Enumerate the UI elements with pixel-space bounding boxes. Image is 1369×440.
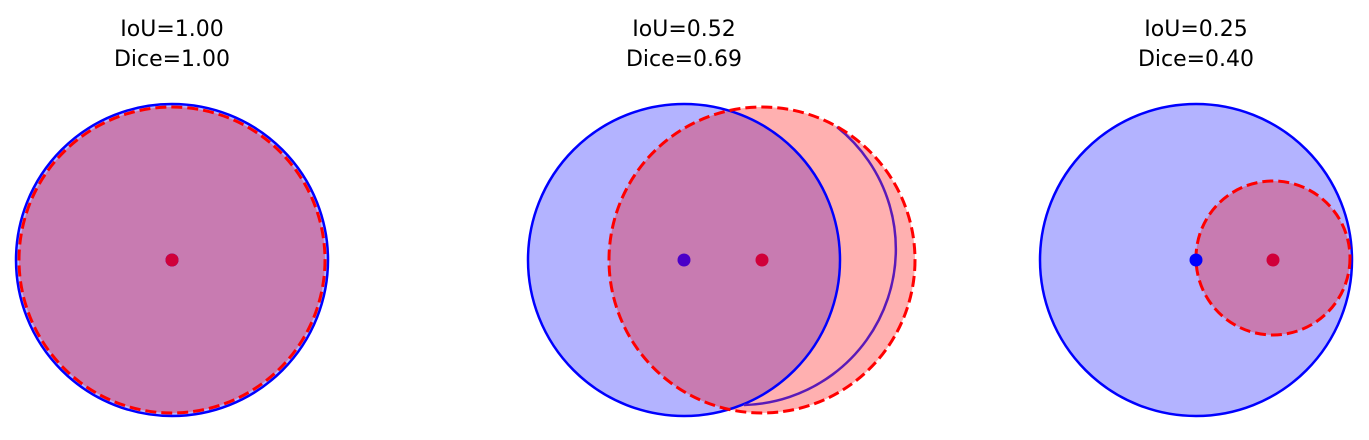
panel-3-iou-label: IoU=0.25	[1144, 17, 1247, 42]
panel-1-prediction-center-dot	[165, 253, 179, 267]
panel-1-dice-label: Dice=1.00	[114, 47, 230, 72]
panel-2-prediction-center-dot	[755, 253, 769, 267]
panel-2-prediction-outline	[607, 105, 917, 415]
panel-1-prediction-outline	[17, 105, 327, 415]
panel-2-ground-truth-center-dot	[677, 253, 691, 267]
panel-2-iou-label: IoU=0.52	[632, 17, 735, 42]
panel-1-ground-truth-outline	[14, 102, 330, 418]
panel-3-prediction-center-dot	[1266, 253, 1280, 267]
panel-2-ground-truth-outline-overlap	[743, 126, 898, 407]
panel-2-ground-truth-outline	[526, 102, 842, 418]
panel-3: IoU=0.25 Dice=0.40	[1038, 17, 1354, 418]
panel-3-dice-label: Dice=0.40	[1138, 47, 1254, 72]
panel-3-ground-truth-outline	[1038, 102, 1354, 418]
panel-2: IoU=0.52 Dice=0.69	[526, 17, 917, 418]
panel-3-ground-truth-center-dot	[1189, 253, 1203, 267]
panel-2-dice-label: Dice=0.69	[626, 47, 742, 72]
panel-1: IoU=1.00 Dice=1.00	[14, 17, 330, 418]
panel-1-iou-label: IoU=1.00	[120, 17, 223, 42]
